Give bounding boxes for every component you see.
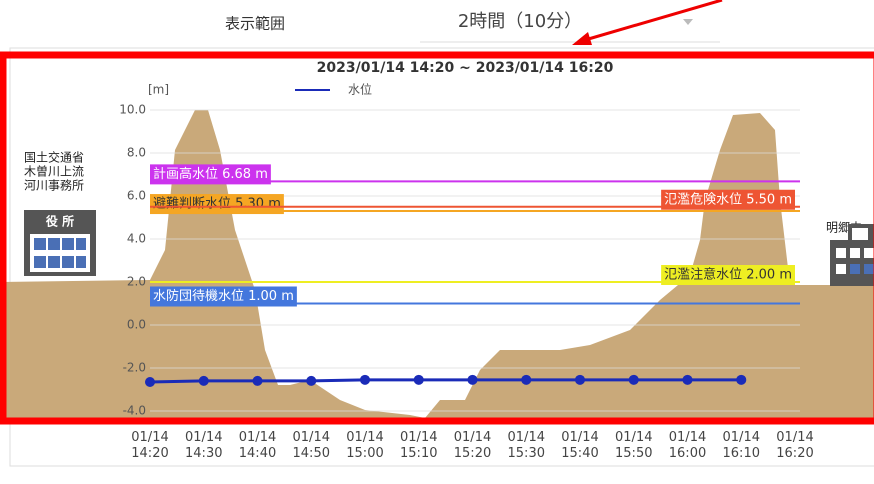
x-tick-label: 01/14 14:30 (174, 430, 234, 462)
station-name: 国土交通省 (24, 150, 84, 165)
data-point (468, 375, 478, 385)
screen: 表示範囲 2時間（10分） 2023/01/14 14:20 ~ 2023/01… (0, 0, 874, 484)
select-arrow[interactable] (683, 19, 693, 25)
chart: 表示範囲 2時間（10分） 2023/01/14 14:20 ~ 2023/01… (0, 0, 874, 484)
data-point (683, 375, 693, 385)
x-tick-label: 01/14 16:00 (658, 430, 718, 462)
y-tick-label: 2.0 (127, 275, 146, 289)
range-label: 表示範囲 (225, 15, 285, 33)
data-point (521, 375, 531, 385)
data-point (575, 375, 585, 385)
y-tick-label: 6.0 (127, 189, 146, 203)
y-tick-label: 4.0 (127, 232, 146, 246)
station-name: 河川事務所 (24, 179, 84, 193)
data-point (253, 376, 263, 386)
data-point (414, 375, 424, 385)
data-point (629, 375, 639, 385)
x-tick-label: 01/14 14:50 (281, 430, 341, 462)
y-tick-label: 0.0 (127, 318, 146, 332)
x-tick-label: 01/14 16:20 (765, 430, 825, 462)
data-point (199, 376, 209, 386)
data-point (306, 376, 316, 386)
x-tick-label: 01/14 15:10 (389, 430, 449, 462)
threshold-label: 氾濫注意水位 2.00 m (664, 267, 792, 283)
data-point (736, 375, 746, 385)
x-tick-label: 01/14 15:50 (604, 430, 664, 462)
threshold-label: 避難判断水位 5.30 m (153, 197, 281, 212)
x-tick-label: 01/14 15:20 (443, 430, 503, 462)
y-tick-label: -2.0 (123, 361, 146, 375)
threshold-label: 氾濫危険水位 5.50 m (664, 192, 792, 207)
station-name: 木曽川上流 (24, 164, 84, 179)
chart-title: 2023/01/14 14:20 ~ 2023/01/14 16:20 (317, 60, 614, 76)
x-tick-label: 01/14 15:00 (335, 430, 395, 462)
range-select[interactable]: 2時間（10分） (458, 11, 582, 32)
x-tick-label: 01/14 14:40 (228, 430, 288, 462)
x-tick-label: 01/14 15:30 (496, 430, 556, 462)
annotation-arrowhead (572, 32, 592, 45)
x-tick-label: 01/14 16:10 (711, 430, 771, 462)
data-point (145, 377, 155, 387)
x-tick-label: 01/14 15:40 (550, 430, 610, 462)
y-tick-label: 10.0 (119, 103, 146, 117)
y-tick-label: 8.0 (127, 146, 146, 160)
x-tick-label: 01/14 14:20 (120, 430, 180, 462)
y-tick-label: -4.0 (123, 404, 146, 418)
y-axis-label: [m] (148, 83, 169, 97)
legend-label: 水位 (348, 82, 372, 97)
threshold-label: 水防団待機水位 1.00 m (153, 288, 294, 304)
annotation-arrow (585, 0, 722, 40)
threshold-label: 計画高水位 6.68 m (153, 166, 268, 182)
building-sign: 役 所 (46, 214, 74, 229)
data-point (360, 375, 370, 385)
